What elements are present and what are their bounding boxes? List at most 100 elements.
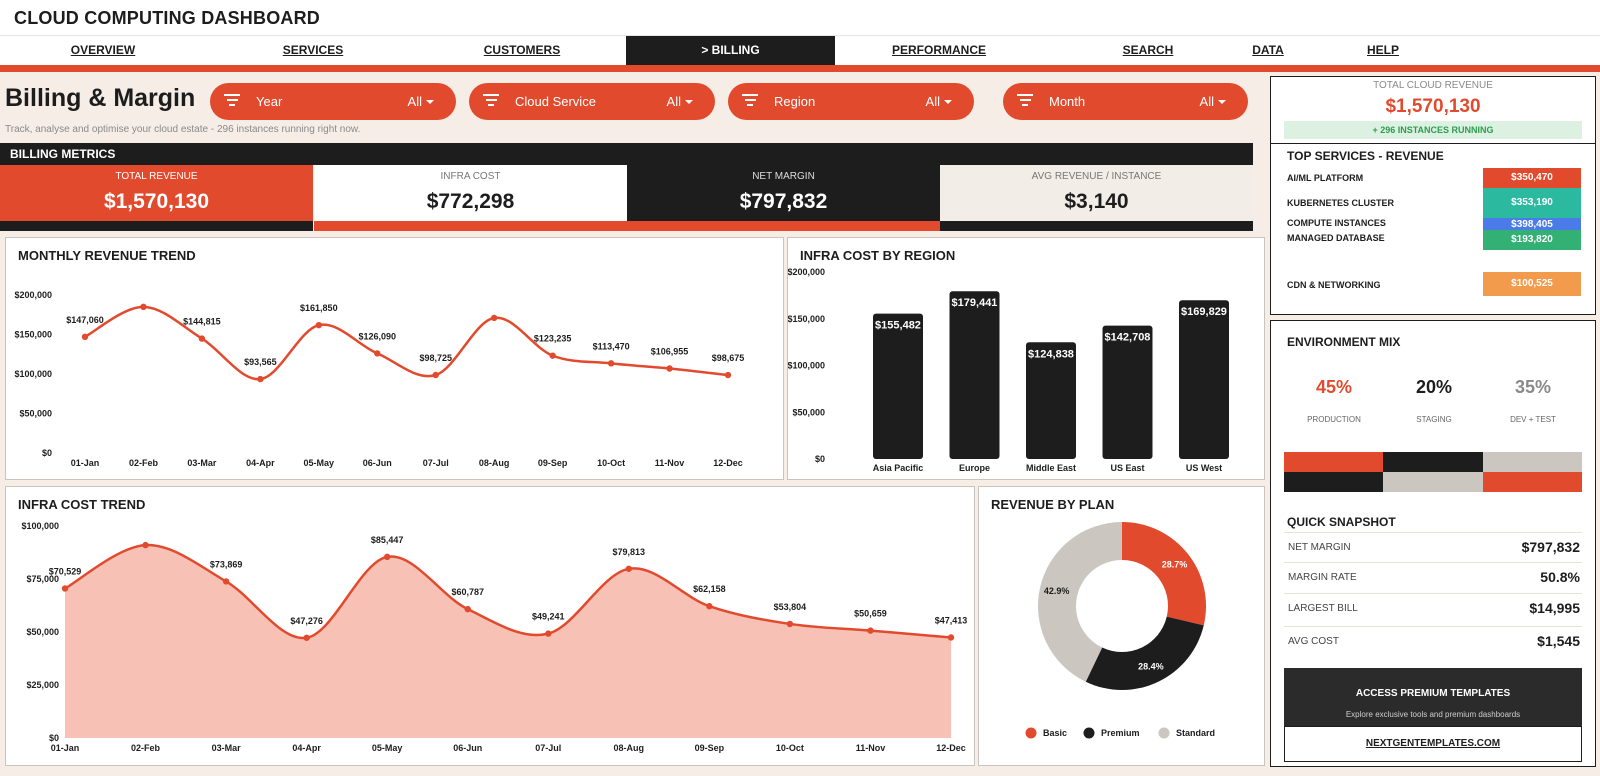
monthly-revenue-panel: MONTHLY REVENUE TREND $0 $50,000 $100,000 $… (5, 237, 784, 480)
env-label-dev-test: DEV + TEST (1510, 415, 1556, 424)
data-label: $126,090 (358, 331, 396, 341)
nav-overview[interactable]: OVERVIEW (70, 43, 136, 57)
y-tick-label: $75,000 (26, 574, 59, 584)
infra-cost-trend-chart: $0 $25,000 $50,000 $75,000 $100,000 01-Jan $70… (21, 521, 967, 753)
data-point (81, 333, 89, 341)
data-point (374, 350, 381, 357)
promo-title: ACCESS PREMIUM TEMPLATES (1355, 688, 1511, 699)
data-label: $179,441 (952, 297, 998, 309)
kpi-avg-revenue-instance: AVG REVENUE / INSTANCE $3,140 (940, 165, 1253, 231)
data-label: $79,813 (613, 547, 646, 557)
nav-billing[interactable]: > BILLING (626, 36, 835, 65)
chart-title: INFRA COST BY REGION (800, 248, 956, 263)
data-label: $113,470 (593, 341, 630, 351)
x-tick-label: 02-Feb (129, 458, 159, 468)
data-label: $53,804 (774, 602, 807, 612)
nav-performance[interactable]: PERFORMANCE (891, 43, 986, 57)
service-row-kubernetes: KUBERNETES CLUSTER $353,190 (1287, 188, 1581, 218)
mix-cell (1482, 472, 1582, 492)
nav-data[interactable]: DATA (1252, 43, 1284, 57)
x-tick-label: 04-Apr (292, 743, 321, 753)
x-tick-label: 03-Mar (187, 458, 217, 468)
filter-value: All (666, 94, 681, 109)
x-tick-label: 09-Sep (538, 458, 568, 468)
promo-subtitle: Explore exclusive tools and premium dash… (1345, 710, 1521, 719)
data-point (549, 352, 556, 359)
y-tick-label: $50,000 (19, 409, 52, 419)
filter-icon (742, 94, 758, 108)
series-line (84, 305, 729, 381)
nav-services[interactable]: SERVICES (282, 43, 344, 57)
data-point (947, 634, 955, 641)
x-tick-label: US East (1110, 463, 1144, 473)
snapshot-value: $14,995 (1529, 600, 1580, 616)
service-row-database: MANAGED DATABASE $193,820 (1287, 230, 1581, 250)
x-tick-label: 06-Jun (453, 743, 482, 753)
pie-slice (1085, 616, 1204, 690)
env-pct-production: 45% (1315, 377, 1353, 397)
kpi-label: TOTAL REVENUE (115, 171, 198, 182)
legend-swatch (1025, 727, 1037, 739)
service-value: $353,190 (1483, 188, 1581, 218)
page-title: Billing & Margin (5, 84, 196, 112)
service-name: COMPUTE INSTANCES (1287, 218, 1386, 228)
data-point (625, 565, 633, 572)
data-point (222, 578, 230, 585)
filter-region[interactable]: Region All (728, 83, 974, 120)
kpi-accent-bar (314, 221, 627, 231)
environment-mix-grid (1284, 452, 1582, 492)
chart-title: REVENUE BY PLAN (991, 497, 1115, 512)
x-tick-label: 09-Sep (695, 743, 725, 753)
x-tick-label: 12-Dec (713, 458, 743, 468)
nav-search[interactable]: SEARCH (1122, 43, 1174, 57)
data-label: $73,869 (210, 559, 243, 569)
service-name: MANAGED DATABASE (1287, 233, 1385, 243)
promo-link[interactable]: NEXTGENTEMPLATES.COM (1284, 726, 1582, 762)
filter-cloud-service[interactable]: Cloud Service All (469, 83, 715, 120)
page-subtitle: Track, analyse and optimise your cloud e… (5, 124, 361, 135)
filter-month[interactable]: Month All (1003, 83, 1248, 120)
y-tick-label: $0 (42, 448, 52, 458)
filter-icon (224, 94, 240, 108)
x-tick-label: 12-Dec (936, 743, 966, 753)
premium-templates-promo: ACCESS PREMIUM TEMPLATES Explore exclusi… (1284, 668, 1582, 762)
infra-cost-region-chart: $0 $50,000 $100,000 $150,000 $200,000 $155,48… (788, 267, 1229, 473)
chart-title: MONTHLY REVENUE TREND (18, 248, 196, 263)
card-title: TOP SERVICES - REVENUE (1287, 149, 1444, 163)
app-title: CLOUD COMPUTING DASHBOARD (14, 8, 320, 28)
y-tick-label: $100,000 (788, 361, 825, 371)
legend-swatch (1083, 727, 1095, 739)
snapshot-label: LARGEST BILL (1288, 603, 1358, 614)
nav-customers[interactable]: CUSTOMERS (483, 43, 561, 57)
filter-icon (483, 94, 499, 108)
mix-cell (1383, 452, 1483, 472)
data-label: $93,565 (244, 357, 277, 367)
y-tick-label: $25,000 (26, 680, 59, 690)
data-label: 28.4% (1138, 661, 1164, 671)
data-label: $147,060 (66, 315, 104, 325)
data-point (142, 541, 149, 549)
bar (1179, 300, 1229, 459)
main-nav: OVERVIEW SERVICES CUSTOMERS > BILLING PE… (0, 36, 1600, 65)
filter-year[interactable]: Year All (210, 83, 456, 120)
kpi-accent-bar (0, 221, 313, 231)
nav-help[interactable]: HELP (1366, 43, 1399, 57)
legend-label: Basic (1043, 728, 1067, 738)
filter-label: Month (1049, 94, 1086, 109)
data-label: $98,725 (419, 353, 452, 363)
filter-value: All (1199, 94, 1214, 109)
x-tick-label: Asia Pacific (873, 463, 924, 473)
y-tick-label: $50,000 (26, 627, 59, 637)
mix-cell (1284, 452, 1384, 472)
legend-label: Standard (1176, 728, 1215, 738)
data-label: $50,659 (854, 609, 887, 619)
bar (873, 313, 923, 459)
data-point (257, 375, 264, 383)
snapshot-value: 50.8% (1540, 569, 1580, 585)
data-label: $144,815 (183, 317, 221, 327)
env-label-staging: STAGING (1416, 415, 1452, 424)
area-fill (65, 545, 951, 738)
x-tick-label: 10-Oct (776, 743, 804, 753)
data-point (786, 620, 794, 628)
data-label: $60,787 (451, 587, 484, 597)
